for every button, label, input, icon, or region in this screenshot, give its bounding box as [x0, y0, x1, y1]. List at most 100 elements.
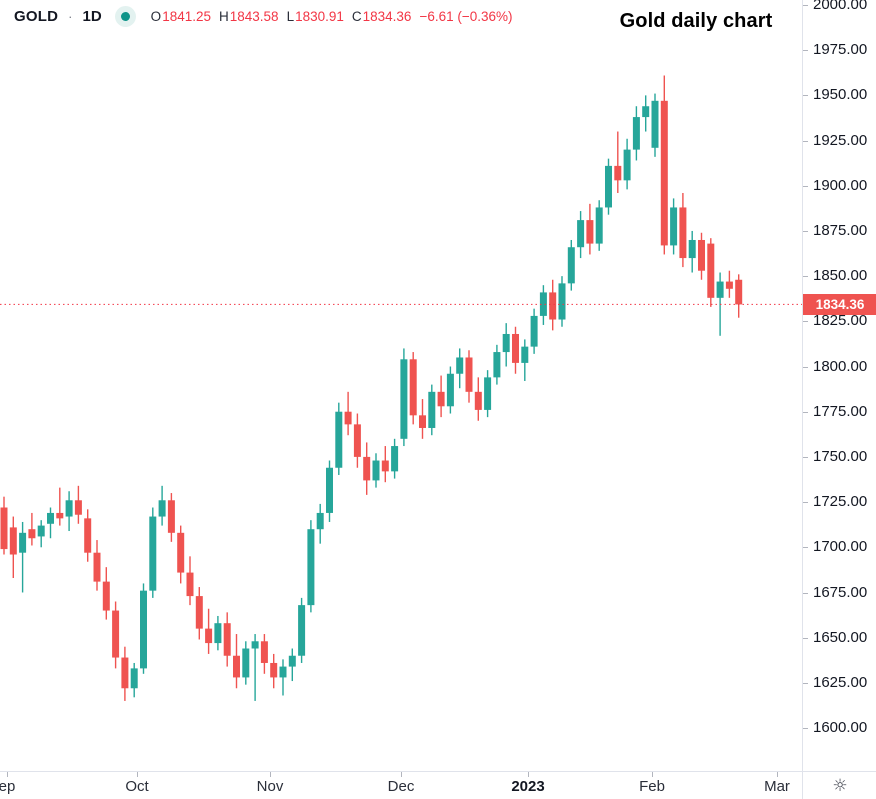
candle[interactable] [493, 344, 501, 385]
candle[interactable] [353, 413, 361, 468]
price-axis-tick [803, 95, 808, 97]
candle[interactable] [19, 521, 27, 593]
candle[interactable] [158, 485, 166, 526]
price-axis-tick [803, 682, 808, 684]
source-dot-button[interactable] [114, 5, 136, 27]
symbol-name[interactable]: GOLD [14, 7, 59, 25]
candle[interactable] [288, 648, 296, 682]
candle[interactable] [121, 646, 129, 701]
low-label: L [286, 8, 295, 24]
candle[interactable] [437, 375, 445, 418]
candle[interactable] [37, 520, 45, 548]
candle[interactable] [93, 540, 101, 591]
candle[interactable] [298, 597, 306, 663]
candle[interactable] [233, 634, 240, 689]
candle[interactable] [567, 239, 575, 291]
candle[interactable] [251, 634, 259, 701]
price-axis-label: 1725.00 [813, 493, 868, 511]
ohlc-readout: O 1841.25 H 1843.58 L 1830.91 C 1834.36 … [151, 9, 513, 24]
price-axis[interactable]: 1834.36 2000.00 1975.00 1950.00 1925.00 1900… [802, 0, 876, 771]
candle[interactable] [428, 384, 436, 436]
candle[interactable] [484, 370, 492, 418]
candle[interactable] [140, 583, 147, 674]
candle[interactable] [614, 131, 622, 193]
candle[interactable] [270, 653, 278, 689]
candle[interactable] [56, 487, 64, 526]
candle[interactable] [177, 525, 185, 584]
candle[interactable] [260, 634, 268, 674]
candle[interactable] [372, 453, 380, 488]
candle[interactable] [381, 446, 389, 483]
candle[interactable] [530, 308, 538, 354]
candle[interactable] [446, 366, 454, 414]
candle[interactable] [149, 507, 157, 598]
candle[interactable] [409, 352, 417, 425]
candle[interactable] [707, 238, 715, 307]
candle[interactable] [205, 608, 213, 654]
candle[interactable] [74, 485, 82, 524]
price-axis-label: 1600.00 [813, 719, 868, 736]
candle[interactable] [632, 106, 640, 161]
candle[interactable] [167, 493, 175, 542]
candle[interactable] [28, 512, 36, 546]
candle[interactable] [688, 230, 696, 273]
candle[interactable] [521, 339, 529, 381]
candle[interactable] [465, 350, 473, 403]
candle[interactable] [335, 402, 343, 475]
candle[interactable] [363, 442, 371, 495]
price-axis-label: 1925.00 [813, 131, 868, 149]
interval-label[interactable]: 1D [82, 7, 102, 25]
candle[interactable] [605, 158, 612, 215]
candle[interactable] [112, 601, 120, 669]
chart-pane[interactable] [0, 0, 802, 771]
candle[interactable] [698, 232, 705, 280]
candle[interactable] [400, 348, 408, 447]
candle[interactable] [670, 198, 678, 255]
axis-settings-gear-icon[interactable]: ☼ [832, 775, 848, 796]
candle[interactable] [642, 95, 650, 132]
candle[interactable] [595, 200, 603, 251]
candle[interactable] [419, 399, 426, 439]
candle[interactable] [735, 274, 743, 318]
candle[interactable] [223, 612, 231, 667]
candle[interactable] [456, 348, 464, 389]
candle[interactable] [130, 662, 138, 698]
candle[interactable] [84, 509, 92, 562]
candle[interactable] [623, 138, 631, 190]
candle[interactable] [651, 93, 659, 157]
candle[interactable] [725, 270, 733, 298]
candle[interactable] [307, 520, 315, 613]
candle[interactable] [549, 279, 557, 331]
candle[interactable] [502, 323, 510, 367]
candle[interactable] [539, 285, 547, 325]
candle[interactable] [316, 503, 324, 544]
candle[interactable] [242, 641, 250, 685]
change-value: −6.61 (−0.36%) [419, 8, 513, 24]
candle[interactable] [102, 567, 110, 620]
candle[interactable] [0, 496, 8, 555]
candlestick-chart[interactable] [0, 0, 802, 771]
candle[interactable] [660, 75, 668, 255]
candle[interactable] [279, 659, 287, 696]
candle[interactable] [474, 377, 482, 421]
candle[interactable] [195, 587, 203, 640]
price-axis-tick [803, 411, 808, 413]
price-axis-label: 1775.00 [813, 402, 868, 420]
candle[interactable] [186, 556, 194, 606]
candle[interactable] [214, 615, 222, 651]
candle[interactable] [679, 192, 687, 268]
candle[interactable] [586, 203, 594, 255]
candle[interactable] [558, 276, 566, 327]
candle[interactable] [577, 211, 585, 259]
time-axis[interactable]: ep Oct Nov Dec 2023 Feb Mar [0, 771, 802, 799]
price-axis-label: 1875.00 [813, 222, 868, 239]
candle[interactable] [512, 326, 519, 374]
candle[interactable] [47, 507, 54, 539]
symbol-separator: · [68, 8, 73, 24]
candle[interactable] [344, 391, 352, 436]
candle[interactable] [391, 438, 399, 479]
candle[interactable] [65, 491, 73, 532]
time-axis-label: Feb [639, 778, 665, 795]
candle[interactable] [9, 516, 17, 579]
candle[interactable] [326, 460, 333, 522]
